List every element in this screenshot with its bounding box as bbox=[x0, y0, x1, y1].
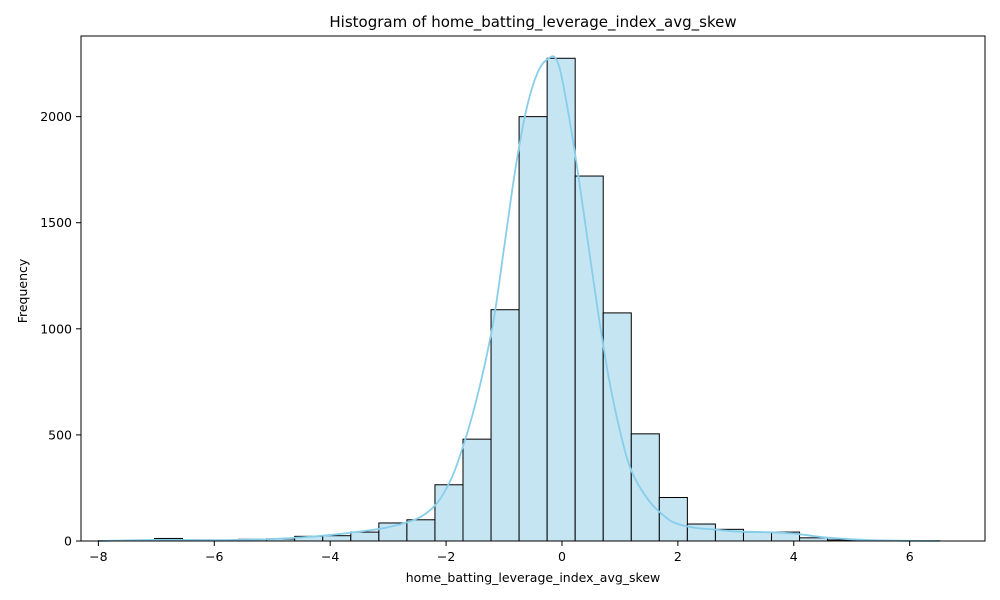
x-axis-ticks: −8 −6 −4 −2 0 2 4 6 bbox=[89, 541, 914, 564]
y-tick-label: 500 bbox=[48, 427, 72, 442]
histogram-bar bbox=[350, 531, 380, 542]
histogram-bar bbox=[574, 175, 604, 542]
histogram-bar bbox=[630, 433, 660, 542]
chart-title: Histogram of home_batting_leverage_index… bbox=[329, 13, 736, 32]
histogram-bar bbox=[742, 531, 773, 542]
y-tick-label: 0 bbox=[64, 534, 72, 549]
histogram-bar bbox=[406, 519, 436, 542]
y-axis-ticks: 0 500 1000 1500 2000 bbox=[40, 109, 81, 549]
x-tick-label: −8 bbox=[89, 549, 107, 564]
y-axis-label: Frequency bbox=[15, 258, 30, 323]
histogram-bar bbox=[462, 438, 492, 542]
x-tick-label: 4 bbox=[790, 549, 798, 564]
histogram-bar bbox=[518, 116, 548, 542]
kde-curve bbox=[98, 55, 939, 542]
x-tick-label: 0 bbox=[558, 549, 566, 564]
x-tick-label: −6 bbox=[205, 549, 223, 564]
x-tick-label: 6 bbox=[906, 549, 914, 564]
histogram-bar bbox=[490, 309, 520, 542]
x-axis-label: home_batting_leverage_index_avg_skew bbox=[406, 570, 661, 585]
x-tick-label: −2 bbox=[437, 549, 455, 564]
histogram-bar bbox=[546, 57, 576, 542]
histogram-bars bbox=[97, 57, 941, 542]
x-tick-label: 2 bbox=[674, 549, 682, 564]
histogram-bar bbox=[602, 312, 632, 542]
x-tick-label: −4 bbox=[321, 549, 339, 564]
histogram-bar bbox=[434, 484, 464, 542]
histogram-bar bbox=[658, 497, 688, 542]
y-tick-label: 2000 bbox=[40, 109, 72, 124]
plot-frame bbox=[80, 35, 986, 542]
y-tick-label: 1500 bbox=[40, 215, 72, 230]
histogram-bar bbox=[322, 535, 352, 542]
y-tick-label: 1000 bbox=[40, 321, 72, 336]
